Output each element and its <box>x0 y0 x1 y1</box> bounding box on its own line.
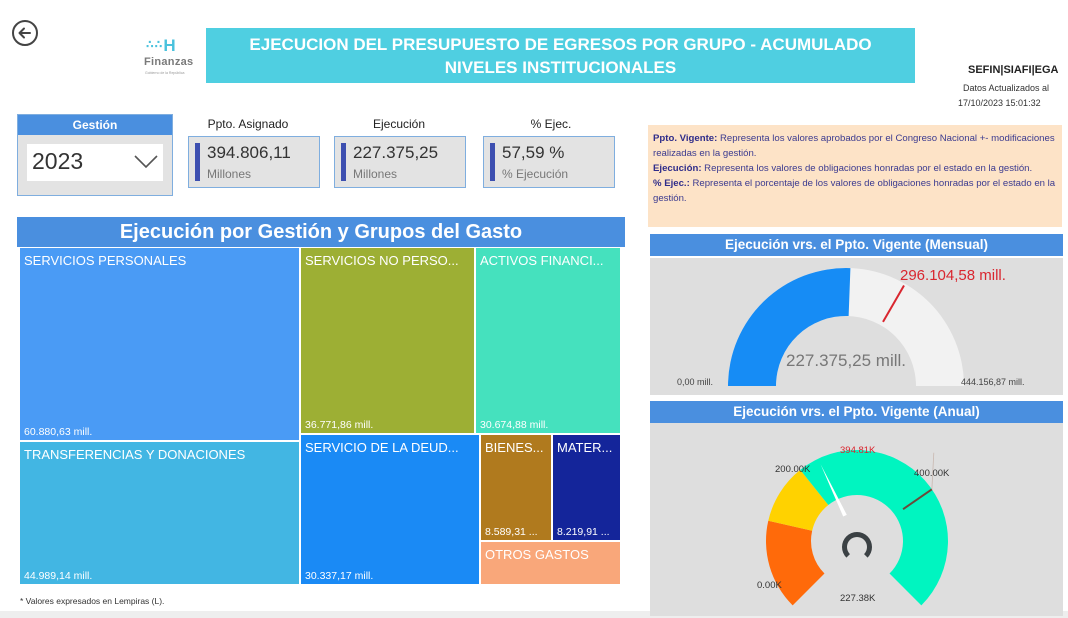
report-title-line1: EJECUCION DEL PRESUPUESTO DE EGRESOS POR… <box>249 35 872 54</box>
definitions-note: Ppto. Vigente: Representa los valores ap… <box>648 125 1062 227</box>
tile-value: 44.989,14 mill. <box>24 570 93 582</box>
treemap-title: Ejecución por Gestión y Grupos del Gasto <box>17 217 625 247</box>
chevron-down-icon <box>134 155 158 169</box>
kpi-card-porcentaje: 57,59 % % Ejecución <box>483 136 615 188</box>
logo-brand: Finanzas <box>144 56 194 68</box>
gauge-annual-needle <box>820 464 847 517</box>
gauge-monthly-max-label: 444.156,87 mill. <box>961 377 1025 387</box>
data-source: SEFIN|SIAFI|EGA <box>968 64 1059 76</box>
gauge-annual-tick-200: 200.00K <box>775 464 811 475</box>
gestion-slicer: Gestión 2023 <box>17 114 173 196</box>
kpi-accent-bar <box>341 143 346 181</box>
treemap-tile-servicio-deuda[interactable]: SERVICIO DE LA DEUD... 30.337,17 mill. <box>301 435 479 584</box>
kpi-value: 394.806,11 <box>207 143 291 162</box>
finanzas-logo: ∴∴H Finanzas Gobierno de la República <box>142 36 204 80</box>
tile-name: OTROS GASTOS <box>485 547 589 562</box>
logo-mark: ∴∴H <box>146 36 176 55</box>
year-dropdown[interactable]: 2023 <box>27 144 163 181</box>
tile-value: 8.219,91 ... <box>557 526 610 538</box>
report-title: EJECUCION DEL PRESUPUESTO DE EGRESOS POR… <box>206 28 915 83</box>
treemap-tile-servicios-no-personales[interactable]: SERVICIOS NO PERSO... 36.771,86 mill. <box>301 248 474 433</box>
kpi-card-asignado: 394.806,11 Millones <box>188 136 320 188</box>
gauge-annual-band-0 <box>766 520 825 606</box>
slicer-label: Gestión <box>18 115 172 135</box>
tile-name: BIENES... <box>485 440 544 455</box>
kpi-value: 57,59 % <box>502 143 565 162</box>
kpi-unit: Millones <box>207 167 252 181</box>
note-ejecucion: Ejecución: Representa los valores de obl… <box>653 163 1033 174</box>
gauge-monthly-min-label: 0,00 mill. <box>677 377 714 387</box>
back-button[interactable] <box>12 20 38 46</box>
updated-label: Datos Actualizados al <box>963 83 1050 93</box>
kpi-card-ejecucion: 227.375,25 Millones <box>334 136 466 188</box>
tile-name: SERVICIOS PERSONALES <box>24 253 187 268</box>
kpi-accent-bar <box>490 143 495 181</box>
kpi-value: 227.375,25 <box>353 143 439 162</box>
updated-timestamp: 17/10/2023 15:01:32 <box>958 98 1041 108</box>
kpi-unit: Millones <box>353 167 398 181</box>
tile-value: 60.880,63 mill. <box>24 426 93 438</box>
tile-name: MATER... <box>557 440 613 455</box>
tile-name: SERVICIOS NO PERSO... <box>305 253 459 268</box>
gauge-annual-svg <box>766 450 948 606</box>
gauge-monthly-svg <box>728 268 964 386</box>
gauge-annual-target-marker <box>902 488 933 510</box>
gauge-annual-min-label: 0.00K <box>757 580 782 591</box>
gauge-monthly-title: Ejecución vrs. el Ppto. Vigente (Mensual… <box>650 234 1063 256</box>
gauge-annual-band-2 <box>800 450 948 606</box>
gauge-monthly[interactable]: 0,00 mill. 444.156,87 mill. 227.375,25 m… <box>650 258 1063 395</box>
gauge-annual-target-label: 394.81K <box>840 445 876 456</box>
kpi-unit: % Ejecución <box>502 167 569 181</box>
note-porcentaje: % Ejec.: Representa el porcentaje de los… <box>653 178 1056 204</box>
treemap-tile-bienes[interactable]: BIENES... 8.589,31 ... <box>481 435 551 540</box>
gauge-monthly-target-label: 296.104,58 mill. <box>900 267 1006 284</box>
treemap-tile-otros-gastos[interactable]: OTROS GASTOS <box>481 542 620 584</box>
gauge-annual-target-leader <box>931 452 935 490</box>
treemap-tile-activos-financieros[interactable]: ACTIVOS FINANCI... 30.674,88 mill. <box>476 248 620 433</box>
gauge-annual-value-label: 227.38K <box>840 593 876 604</box>
tile-value: 30.337,17 mill. <box>305 570 374 582</box>
gauge-annual[interactable]: 200.00K 400.00K 394.81K 0.00K 227.38K <box>650 423 1063 616</box>
treemap-tile-materiales[interactable]: MATER... 8.219,91 ... <box>553 435 620 540</box>
gauge-annual-hub-icon <box>842 532 872 558</box>
tile-name: TRANSFERENCIAS Y DONACIONES <box>24 447 246 462</box>
tile-value: 36.771,86 mill. <box>305 419 374 431</box>
tile-name: ACTIVOS FINANCI... <box>480 253 604 268</box>
gauge-monthly-fill <box>728 268 851 386</box>
gauge-annual-title: Ejecución vrs. el Ppto. Vigente (Anual) <box>650 401 1063 423</box>
treemap-tile-servicios-personales[interactable]: SERVICIOS PERSONALES 60.880,63 mill. <box>20 248 299 440</box>
tile-name: SERVICIO DE LA DEUD... <box>305 440 459 455</box>
currency-footnote: * Valores expresados en Lempiras (L). <box>20 596 165 606</box>
bottom-strip <box>0 611 1068 618</box>
gauge-annual-tick-400: 400.00K <box>914 468 950 479</box>
kpi-label-ejecucion: Ejecución <box>372 117 426 131</box>
kpi-accent-bar <box>195 143 200 181</box>
report-title-line2: NIVELES INSTITUCIONALES <box>444 58 677 77</box>
gauge-monthly-value-label: 227.375,25 mill. <box>786 351 907 370</box>
treemap-tile-transferencias[interactable]: TRANSFERENCIAS Y DONACIONES 44.989,14 mi… <box>20 442 299 584</box>
gauge-annual-band-1 <box>768 469 829 531</box>
tile-value: 8.589,31 ... <box>485 526 538 538</box>
arrow-left-icon <box>18 27 31 39</box>
kpi-label-asignado: Ppto. Asignado <box>207 117 289 131</box>
kpi-label-porcentaje: % Ejec. <box>530 117 572 131</box>
year-dropdown-value: 2023 <box>32 148 84 174</box>
tile-value: 30.674,88 mill. <box>480 419 549 431</box>
gauge-monthly-target-marker <box>882 285 905 323</box>
note-ppto-vigente: Ppto. Vigente: Representa los valores ap… <box>653 133 1055 159</box>
logo-subtitle: Gobierno de la República <box>145 71 185 75</box>
